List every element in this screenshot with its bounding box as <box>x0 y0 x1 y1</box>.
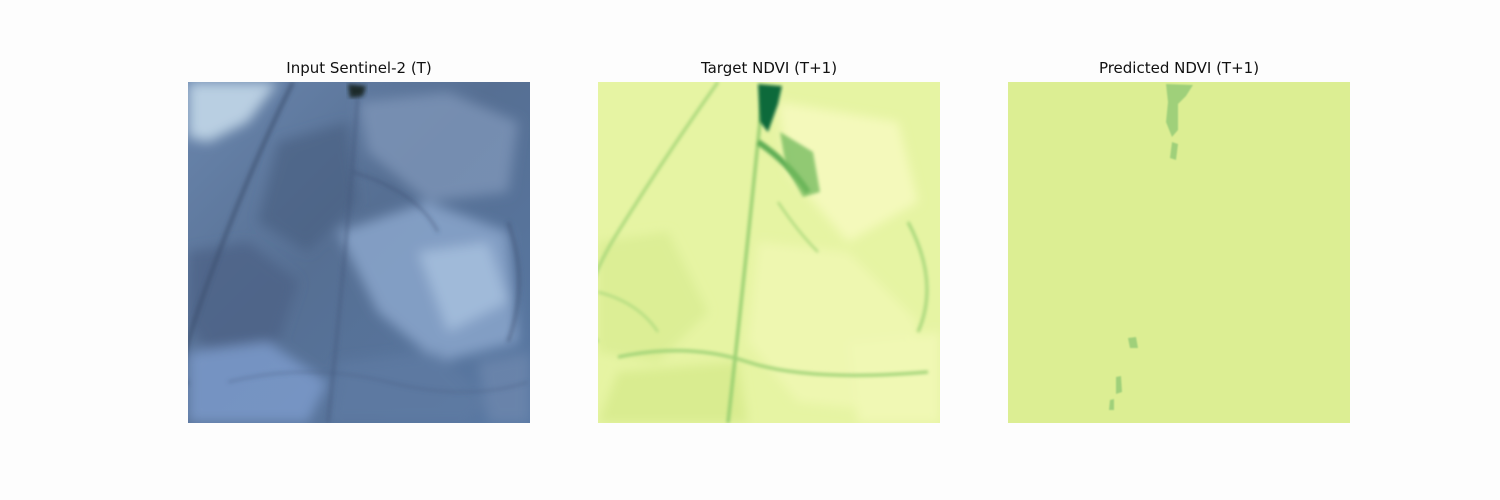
panel-target: Target NDVI (T+1) <box>598 55 940 423</box>
satellite-rgb-image <box>188 82 530 423</box>
panel-input: Input Sentinel-2 (T) <box>188 55 530 423</box>
panel-title-input: Input Sentinel-2 (T) <box>286 59 432 77</box>
panel-predicted: Predicted NDVI (T+1) <box>1008 55 1350 423</box>
ndvi-predicted-map <box>1008 82 1350 423</box>
ndvi-target-map <box>598 82 940 423</box>
panel-title-predicted: Predicted NDVI (T+1) <box>1098 59 1260 77</box>
panel-title-target: Target NDVI (T+1) <box>700 59 838 77</box>
